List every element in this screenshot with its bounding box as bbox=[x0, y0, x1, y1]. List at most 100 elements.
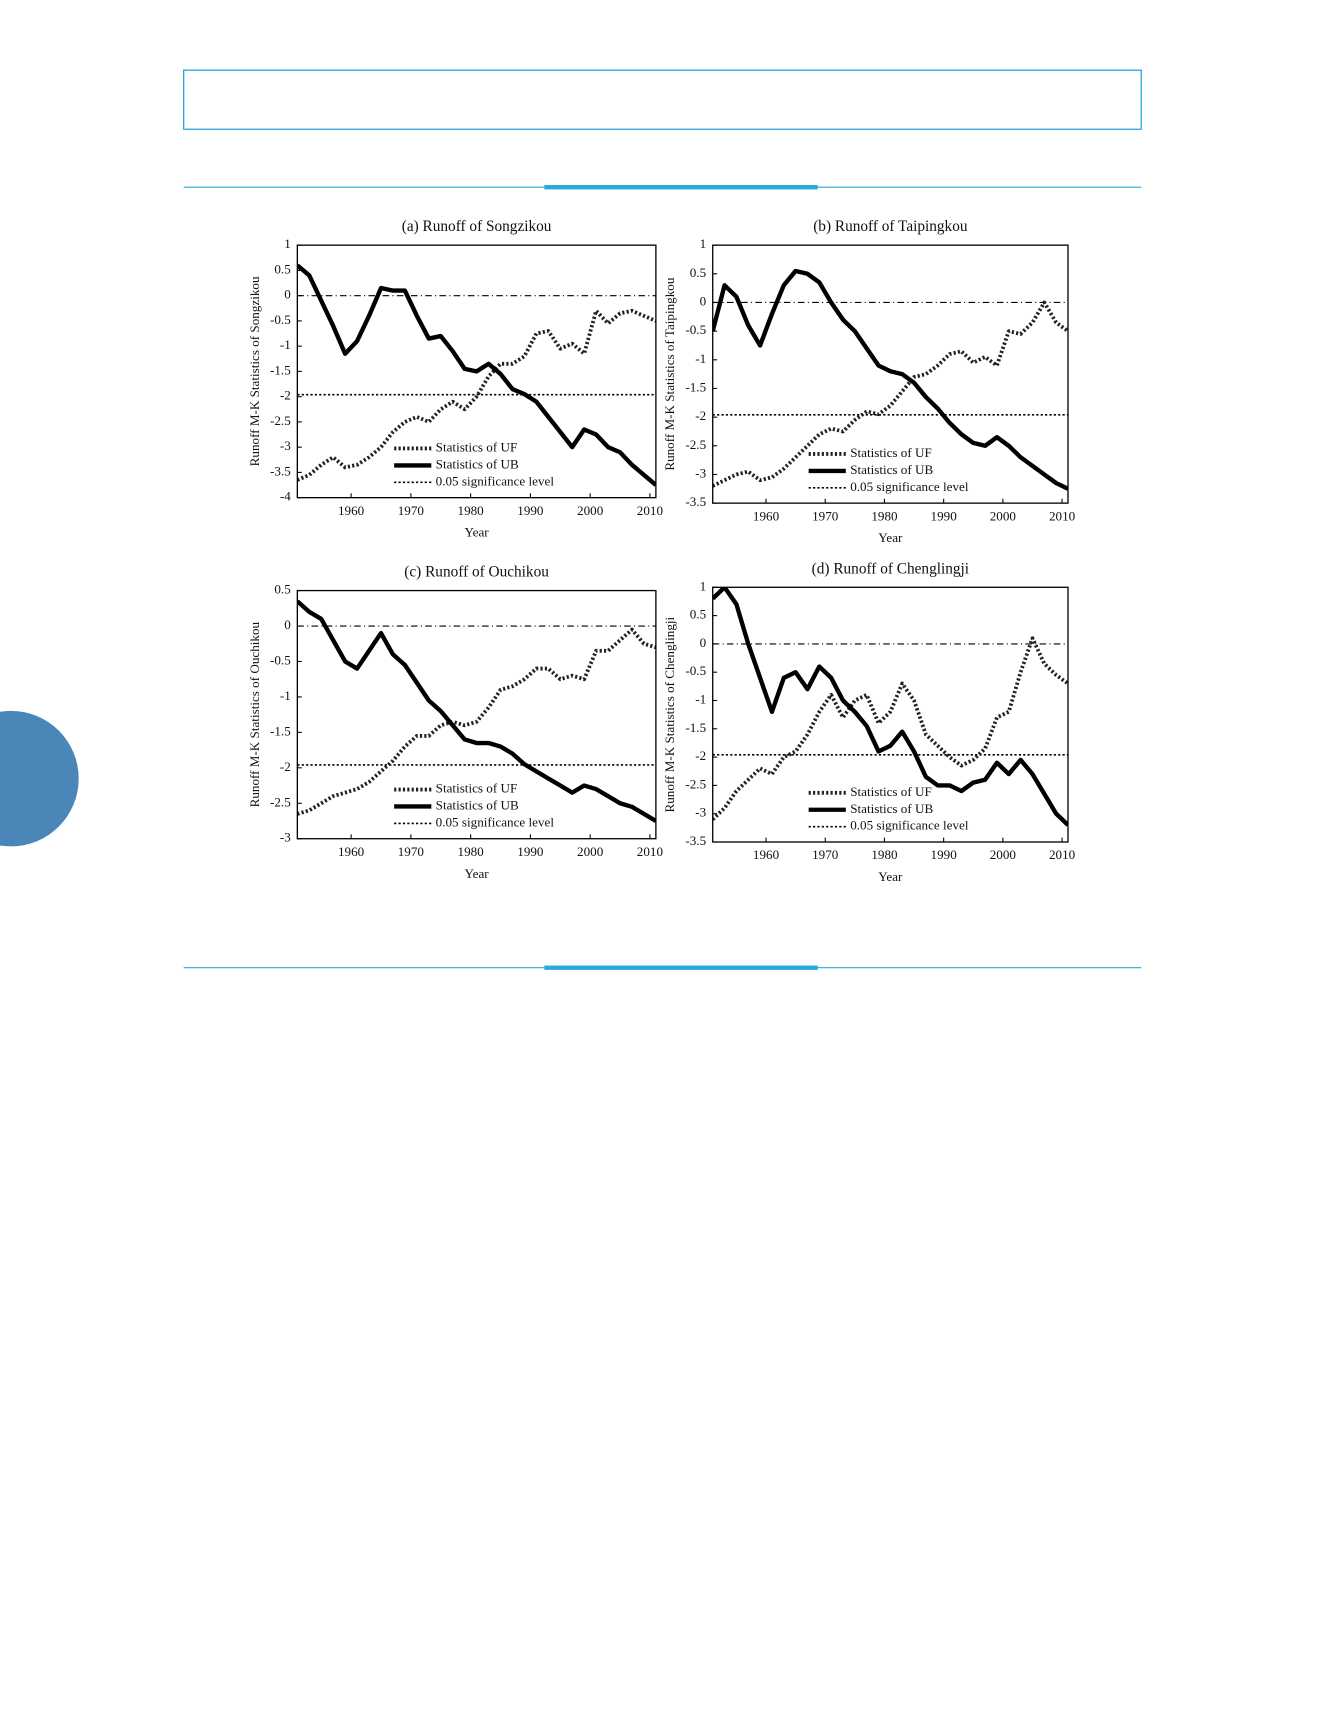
legend-label: Statistics of UF bbox=[850, 445, 932, 460]
y-tick-label: -1.5 bbox=[685, 720, 706, 735]
plot-area bbox=[297, 263, 656, 487]
legend-label: Statistics of UB bbox=[436, 797, 519, 812]
y-tick-label: 0 bbox=[700, 635, 707, 650]
legend-label: Statistics of UB bbox=[850, 462, 933, 477]
y-tick-label: -2.5 bbox=[685, 776, 706, 791]
x-tick-label: 1970 bbox=[398, 503, 425, 518]
plot-area bbox=[297, 599, 656, 823]
y-tick-label: -4 bbox=[280, 489, 291, 504]
y-tick-label: -3.5 bbox=[685, 833, 706, 848]
x-tick-label: 2010 bbox=[1049, 508, 1076, 523]
y-tick-label: 0.5 bbox=[274, 582, 291, 597]
x-tick-label: 1990 bbox=[517, 503, 544, 518]
x-tick-label: 2010 bbox=[637, 503, 664, 518]
y-tick-label: 0.5 bbox=[690, 607, 707, 622]
plot-frame bbox=[712, 586, 1069, 843]
legend-label: 0.05 significance level bbox=[436, 814, 555, 829]
y-tick-label: 0 bbox=[700, 293, 707, 308]
y-tick-label: 0 bbox=[284, 617, 291, 632]
legend-label: Statistics of UB bbox=[436, 456, 519, 471]
x-tick-label: 2000 bbox=[990, 508, 1017, 523]
y-tick-label: -2 bbox=[695, 408, 706, 423]
y-tick-label: -3.5 bbox=[270, 463, 291, 478]
plot-frame bbox=[296, 589, 657, 840]
x-tick-label: 1960 bbox=[753, 508, 780, 523]
y-tick-label: -2.5 bbox=[685, 437, 706, 452]
chart-title: (c) Runoff of Ouchikou bbox=[404, 564, 549, 581]
divider-accent bbox=[544, 185, 818, 190]
y-tick-label: 1 bbox=[700, 578, 707, 593]
x-tick-label: 2000 bbox=[577, 844, 604, 859]
data-line bbox=[297, 263, 656, 487]
header-box bbox=[182, 69, 1142, 130]
y-tick-label: -3.5 bbox=[685, 494, 706, 509]
y-tick-label: 0.5 bbox=[274, 261, 291, 276]
chart-title: (b) Runoff of Taipingkou bbox=[813, 218, 968, 235]
x-tick-label: 1960 bbox=[753, 847, 780, 862]
x-tick-label: 1970 bbox=[812, 847, 839, 862]
y-tick-label: -0.5 bbox=[685, 322, 706, 337]
y-tick-label: -1.5 bbox=[685, 379, 706, 394]
y-tick-label: -1.5 bbox=[270, 723, 291, 738]
y-axis-label: Runoff M-K Statistics of Taipingkou bbox=[662, 277, 677, 470]
x-tick-label: 1990 bbox=[931, 508, 958, 523]
data-line bbox=[297, 599, 656, 823]
x-tick-label: 1980 bbox=[871, 508, 898, 523]
x-tick-label: 1990 bbox=[517, 844, 544, 859]
y-tick-label: 1 bbox=[284, 236, 291, 251]
plot-frame bbox=[296, 244, 657, 499]
legend-label: 0.05 significance level bbox=[436, 473, 555, 488]
legend-label: Statistics of UF bbox=[436, 439, 518, 454]
chart-title: (a) Runoff of Songzikou bbox=[402, 218, 552, 235]
y-tick-label: 0 bbox=[284, 287, 291, 302]
y-tick-label: -1 bbox=[280, 337, 291, 352]
x-axis-label: Year bbox=[878, 530, 903, 545]
y-tick-label: 1 bbox=[700, 236, 707, 251]
plot-area bbox=[712, 268, 1068, 491]
y-tick-label: -1 bbox=[695, 351, 706, 366]
y-tick-label: -0.5 bbox=[270, 312, 291, 327]
x-tick-label: 2000 bbox=[577, 503, 604, 518]
chart-title: (d) Runoff of Chenglingji bbox=[812, 560, 969, 577]
x-tick-label: 1970 bbox=[812, 508, 839, 523]
data-line bbox=[712, 587, 1068, 827]
y-tick-label: -0.5 bbox=[685, 663, 706, 678]
divider-accent bbox=[544, 965, 818, 970]
x-axis-label: Year bbox=[465, 525, 490, 540]
data-line bbox=[297, 627, 656, 816]
x-tick-label: 2010 bbox=[637, 844, 664, 859]
x-tick-label: 1970 bbox=[398, 844, 425, 859]
x-axis-label: Year bbox=[878, 869, 903, 884]
y-tick-label: -0.5 bbox=[270, 652, 291, 667]
y-tick-label: -2 bbox=[280, 759, 291, 774]
y-axis-label: Runoff M-K Statistics of Songzikou bbox=[247, 276, 262, 466]
legend-label: Statistics of UB bbox=[850, 801, 933, 816]
y-tick-label: -3 bbox=[695, 805, 706, 820]
legend-label: 0.05 significance level bbox=[850, 818, 969, 833]
plot-frame bbox=[712, 244, 1069, 504]
data-line bbox=[712, 300, 1068, 488]
y-tick-label: 0.5 bbox=[690, 265, 707, 280]
legend-label: Statistics of UF bbox=[850, 784, 932, 799]
x-tick-label: 2010 bbox=[1049, 847, 1076, 862]
legend-label: Statistics of UF bbox=[436, 781, 518, 796]
y-tick-label: -2 bbox=[280, 388, 291, 403]
y-axis-label: Runoff M-K Statistics of Ouchikou bbox=[247, 621, 262, 807]
x-tick-label: 2000 bbox=[990, 847, 1017, 862]
legend-label: 0.05 significance level bbox=[850, 479, 969, 494]
y-tick-label: -3 bbox=[695, 465, 706, 480]
y-tick-label: -2.5 bbox=[270, 413, 291, 428]
x-tick-label: 1980 bbox=[458, 844, 485, 859]
data-line bbox=[297, 308, 656, 482]
data-line bbox=[712, 636, 1068, 821]
side-tab bbox=[0, 710, 79, 847]
y-tick-label: -1.5 bbox=[270, 362, 291, 377]
x-tick-label: 1960 bbox=[338, 503, 365, 518]
y-tick-label: -1 bbox=[695, 692, 706, 707]
x-tick-label: 1990 bbox=[931, 847, 958, 862]
x-tick-label: 1960 bbox=[338, 844, 365, 859]
y-tick-label: -2 bbox=[695, 748, 706, 763]
y-axis-label: Runoff M-K Statistics of Chenglingji bbox=[662, 616, 677, 812]
